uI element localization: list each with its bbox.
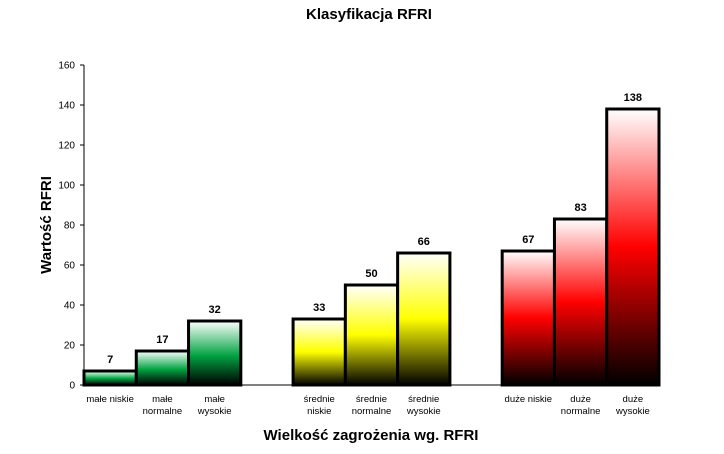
bar: [396, 251, 452, 387]
y-tick-label: 80: [64, 221, 76, 232]
data-label: 33: [313, 302, 325, 314]
x-tick-label: średnie niskie: [304, 394, 335, 417]
data-label: 32: [209, 304, 221, 316]
data-label: 67: [522, 234, 534, 246]
y-tick-label: 100: [58, 181, 75, 192]
x-tick-label-line: małe: [204, 394, 225, 405]
x-tick-label: średnie normalne: [352, 394, 392, 417]
y-tick-label: 20: [64, 341, 76, 352]
x-tick-label-line: normalne: [352, 406, 392, 417]
x-tick-label-line: małe: [152, 394, 173, 405]
x-tick-label-line: niskie: [307, 406, 331, 417]
x-tick-label: małe normalne: [143, 394, 183, 417]
x-tick-label: małe niskie: [86, 394, 134, 405]
bar: [291, 317, 347, 387]
bar: [500, 249, 556, 387]
bar: [552, 217, 609, 387]
x-tick-label: duże niskie: [505, 394, 553, 405]
bar: [82, 369, 138, 387]
data-label: 66: [418, 236, 430, 248]
data-label: 83: [574, 202, 586, 214]
y-tick-label: 40: [64, 301, 76, 312]
x-tick-label-line: średnie: [356, 394, 387, 405]
x-tick-label-line: normalne: [561, 406, 601, 417]
data-label: 17: [156, 334, 168, 346]
chart-title: Klasyfikacja RFRI: [306, 6, 432, 23]
x-tick-label-line: duże: [623, 394, 644, 405]
y-tick-label: 120: [58, 141, 75, 152]
x-tick-label-line: średnie: [304, 394, 335, 405]
data-label: 50: [365, 268, 377, 280]
x-tick-label: duże normalne: [561, 394, 601, 417]
y-axis: 0 20 40 60 80 100 120 140 160: [58, 61, 85, 392]
bar: [134, 349, 191, 387]
x-tick-label: małe wysokie: [197, 394, 232, 417]
x-tick-label-line: małe niskie: [86, 394, 134, 405]
x-axis-title: Wielkość zagrożenia wg. RFRI: [264, 427, 479, 444]
x-tick-label-line: wysokie: [615, 406, 650, 417]
x-tick-label-line: wysokie: [406, 406, 441, 417]
data-label: 138: [624, 92, 642, 104]
x-tick-label-line: wysokie: [197, 406, 232, 417]
y-tick-label: 60: [64, 261, 76, 272]
bars: 7 17 32 33 50 66 67 83 138: [82, 92, 661, 387]
bar: [605, 107, 661, 387]
x-tick-label-line: duże: [570, 394, 591, 405]
x-tick-label-line: średnie: [408, 394, 439, 405]
x-tick-label: średnie wysokie: [406, 394, 441, 417]
bar: [343, 283, 400, 387]
y-tick-label: 160: [58, 61, 75, 72]
y-tick-label: 140: [58, 101, 75, 112]
x-tick-label: duże wysokie: [615, 394, 650, 417]
data-label: 7: [107, 354, 113, 366]
x-tick-label-line: normalne: [143, 406, 183, 417]
y-axis-title: Wartość RFRI: [38, 176, 55, 274]
x-tick-label-line: duże niskie: [505, 394, 553, 405]
y-tick-label: 0: [69, 381, 75, 392]
bar: [187, 319, 243, 387]
